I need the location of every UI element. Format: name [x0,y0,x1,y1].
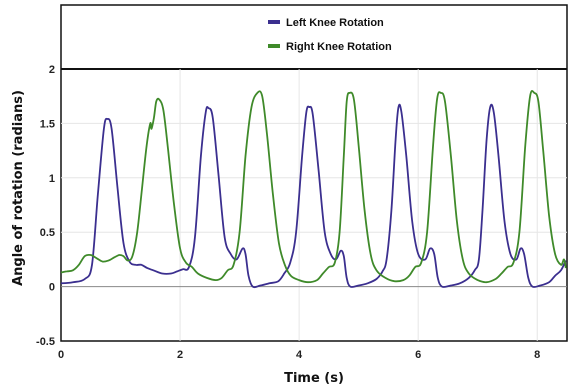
gridlines [61,69,567,341]
y-tick-label: 1.5 [40,118,55,130]
x-tick-label: 2 [177,349,183,361]
plot-frame [60,4,568,342]
series-line-right-knee-rotation [60,90,567,284]
x-tick-label: 6 [415,349,421,361]
series-line-left-knee-rotation [60,103,567,289]
x-tick-label: 0 [58,349,64,361]
x-tick-label: 4 [296,349,303,361]
x-axis-ticks: 0 2 4 6 8 [58,349,540,361]
x-tick-label: 8 [534,349,540,361]
y-axis-title: Angle of rotation (radians) [11,90,26,286]
x-axis-title: Time (s) [284,371,344,386]
y-tick-label: 1 [49,173,55,185]
y-tick-label: 0.5 [40,227,55,239]
legend-label-right-knee: Right Knee Rotation [286,41,392,53]
y-tick-label: 2 [49,64,55,76]
y-tick-label: -0.5 [36,336,55,348]
series-layer [60,90,567,289]
y-tick-label: 0 [49,282,55,294]
legend: Left Knee Rotation Right Knee Rotation [268,17,392,53]
legend-label-left-knee: Left Knee Rotation [286,17,384,29]
y-axis-ticks: -0.5 0 0.5 1 1.5 2 [36,64,55,348]
